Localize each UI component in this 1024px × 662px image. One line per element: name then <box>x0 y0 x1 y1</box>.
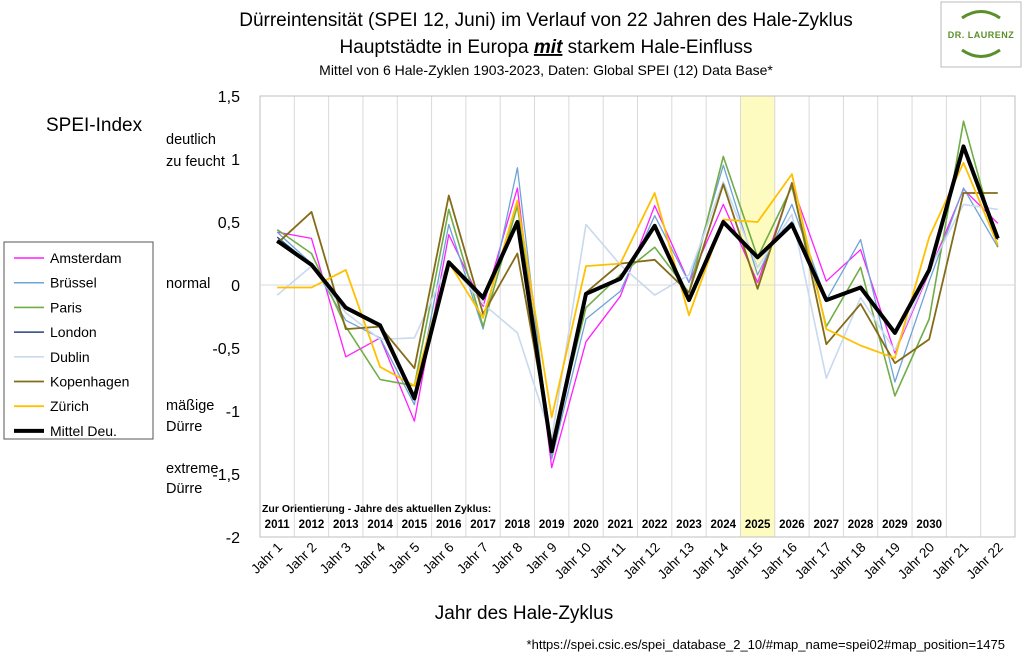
cycle-year-label: 2014 <box>367 519 393 531</box>
logo-arc-icon <box>961 48 1001 58</box>
title-emphasis: mit <box>534 37 563 58</box>
x-tick-label: Jahr 7 <box>454 540 491 577</box>
x-tick-label: Jahr 13 <box>655 540 697 582</box>
series-line-dublin <box>276 180 998 440</box>
side-label-mild-1: mäßige <box>166 398 214 414</box>
x-tick-label: Jahr 5 <box>385 540 422 577</box>
side-label-mild-2: Dürre <box>166 419 202 435</box>
grid-lines <box>259 95 1016 538</box>
cycle-year-label: 2022 <box>642 519 668 531</box>
x-tick-label: Jahr 19 <box>861 540 903 582</box>
title-part-2: starkem Hale-Einfluss <box>562 37 752 58</box>
cycle-year-label: 2026 <box>779 519 805 531</box>
cycle-year-label: 2013 <box>333 519 359 531</box>
logo-text: DR. LAURENZ <box>948 30 1015 40</box>
x-tick-label: Jahr 6 <box>420 540 457 577</box>
legend-label: Amsterdam <box>50 250 122 266</box>
legend-label: Zürich <box>50 398 89 414</box>
cycle-year-label: 2020 <box>573 519 599 531</box>
cycle-year-label: 2016 <box>436 519 462 531</box>
side-label-extreme-1: extreme <box>166 461 218 477</box>
chart-title: Dürreintensität (SPEI 12, Juni) im Verla… <box>239 10 853 31</box>
side-label-wet-2: zu feucht <box>166 154 225 170</box>
x-tick-label: Jahr 12 <box>620 540 662 582</box>
cycle-year-label: 2019 <box>539 519 565 531</box>
y-tick-label: 1,5 <box>218 89 240 106</box>
series-lines <box>276 120 1000 469</box>
legend-label: London <box>50 324 97 340</box>
legend: Amsterdam Brüssel Paris London Dublin Kopenha… <box>3 241 154 440</box>
x-tick-label: Jahr 8 <box>488 540 525 577</box>
side-label-extreme-2: Dürre <box>166 481 202 497</box>
y-tick-label: 0,5 <box>218 215 240 232</box>
legend-label: Paris <box>50 299 82 315</box>
legend-label: Kopenhagen <box>50 374 129 390</box>
y-tick-label: -1 <box>226 404 240 421</box>
chart-title-line2: Hauptstädte in Europa mit starkem Hale-E… <box>340 37 753 58</box>
cycle-year-label: 2018 <box>505 519 531 531</box>
series-line-mittel-deu <box>276 144 1000 454</box>
logo-arc-icon <box>961 10 1001 20</box>
x-axis-label: Jahr des Hale-Zyklus <box>435 603 613 624</box>
cycle-year-label: 2024 <box>710 519 736 531</box>
cycle-year-label: 2030 <box>916 519 942 531</box>
title-part-1: Hauptstädte in Europa <box>340 37 534 58</box>
series-line-zürich <box>277 161 999 419</box>
cycle-year-label: 2015 <box>402 519 428 531</box>
y-tick-label: -0,5 <box>212 341 240 358</box>
y-tick-label: 1 <box>231 152 240 169</box>
legend-label: Brüssel <box>50 275 97 291</box>
cycle-year-label: 2023 <box>676 519 702 531</box>
x-tick-label: Jahr 10 <box>552 540 594 582</box>
footnote: *https://spei.csic.es/spei_database_2_10… <box>527 637 1005 652</box>
y-tick-label: 0 <box>231 278 240 295</box>
x-tick-label: Jahr 17 <box>792 540 834 582</box>
x-tick-label: Jahr 4 <box>351 539 388 576</box>
cycle-year-label: 2012 <box>299 519 325 531</box>
cycle-year-label: 2025 <box>745 519 771 531</box>
cycle-year-label: 2021 <box>608 519 634 531</box>
cycle-years: 2011 2012 2013 2014 2015 2016 2017 2018 2019 2020… <box>265 519 942 531</box>
cycle-year-label: 2011 <box>265 519 291 531</box>
legend-label: Mittel Deu. <box>50 423 117 439</box>
side-label-wet-1: deutlich <box>166 132 216 148</box>
x-tick-label: Jahr 14 <box>689 539 732 582</box>
cycle-year-label: 2028 <box>848 519 874 531</box>
x-tick-label: Jahr 15 <box>723 540 765 582</box>
plot-background <box>740 96 775 537</box>
cycle-year-label: 2017 <box>470 519 496 531</box>
x-tick-label: Jahr 2 <box>282 540 319 577</box>
y-tick-labels: -2 -1,5 -1 -0,5 0 0,5 1 1,5 <box>212 89 240 547</box>
logo: DR. LAURENZ <box>940 1 1022 68</box>
y-axis-label: SPEI-Index <box>46 115 143 136</box>
plot-frame <box>259 95 1016 538</box>
series-line-kopenhagen <box>276 181 998 446</box>
x-tick-label: Jahr 1 <box>248 540 285 577</box>
x-tick-label: Jahr 11 <box>587 540 629 582</box>
y-tick-label: -2 <box>226 530 240 547</box>
x-tick-label: Jahr 22 <box>964 540 1006 582</box>
chart-subtitle: Mittel von 6 Hale-Zyklen 1903-2023, Date… <box>319 62 773 78</box>
cycle-year-label: 2029 <box>882 519 908 531</box>
legend-label: Dublin <box>50 349 90 365</box>
x-tick-label: Jahr 18 <box>826 540 868 582</box>
x-tick-label: Jahr 16 <box>758 540 800 582</box>
highlight-band <box>740 96 775 537</box>
cycle-year-label: 2027 <box>813 519 839 531</box>
side-label-normal: normal <box>166 276 210 292</box>
orientation-label: Zur Orientierung - Jahre des aktuellen Z… <box>262 503 491 515</box>
x-tick-label: Jahr 3 <box>317 540 354 577</box>
x-tick-label: Jahr 21 <box>929 540 971 582</box>
y-tick-label: -1,5 <box>212 467 240 484</box>
x-tick-label: Jahr 20 <box>895 540 937 582</box>
